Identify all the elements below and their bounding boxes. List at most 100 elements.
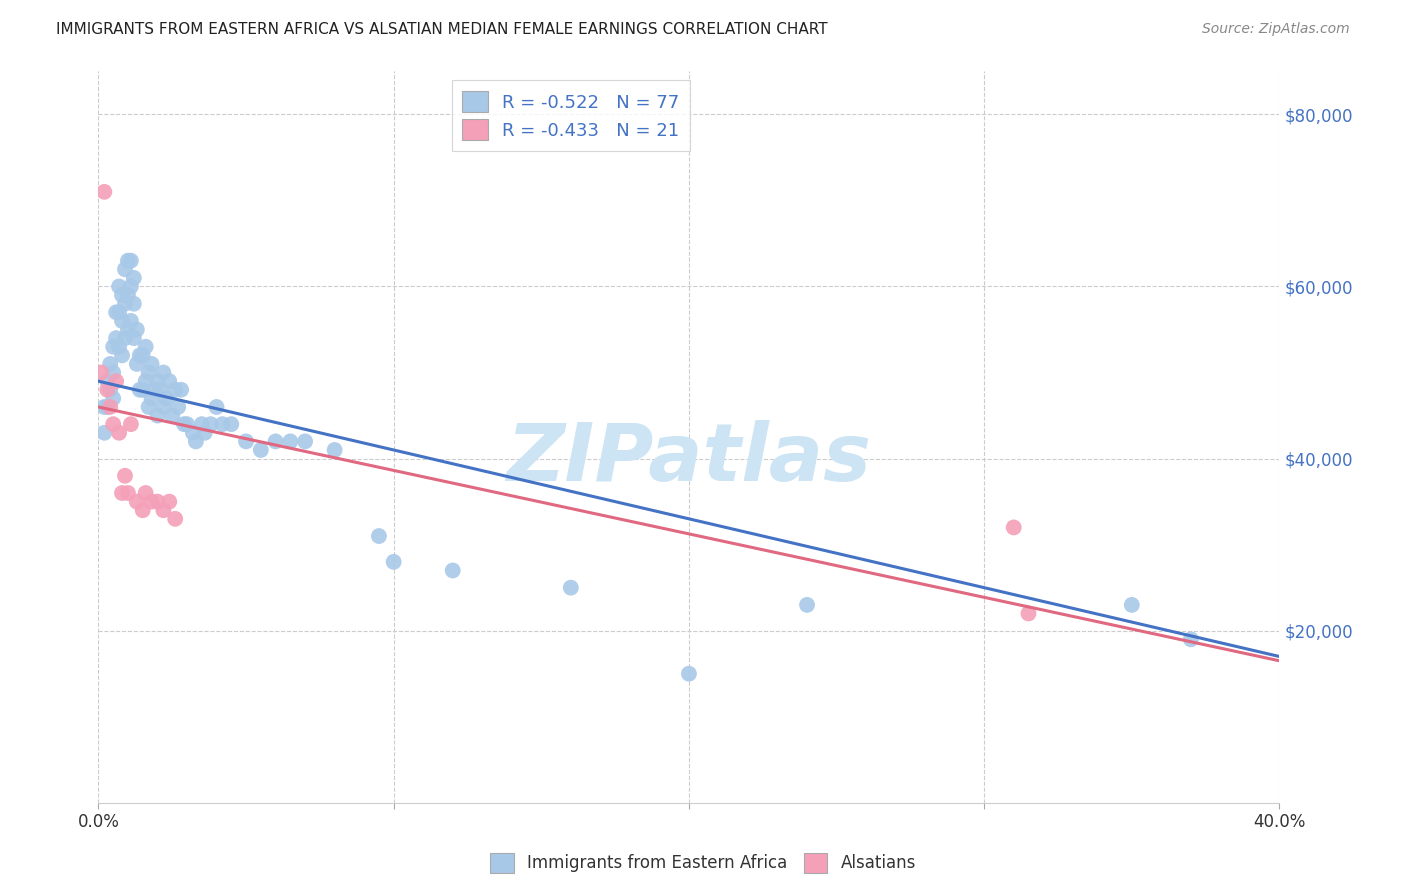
Point [235,434,257,449]
Point [250,442,273,457]
Point [138,366,160,380]
Point [184,434,207,449]
Point [105,331,128,345]
Point [117,253,139,268]
Point [108,425,131,440]
Point [135,374,157,388]
Point [149,383,172,397]
Point [191,417,214,432]
Point [111,486,134,500]
Point [105,374,128,388]
Point [98,383,121,397]
Point [120,314,142,328]
Point [120,253,142,268]
Point [93,425,115,440]
Point [167,400,190,414]
Legend: R = -0.522   N = 77, R = -0.433   N = 21: R = -0.522 N = 77, R = -0.433 N = 21 [451,80,690,151]
Point [125,322,148,336]
Point [132,503,155,517]
Point [162,409,183,423]
Point [560,581,582,595]
Point [138,400,160,414]
Point [1180,632,1202,647]
Point [200,417,222,432]
Point [135,486,157,500]
Point [117,288,139,302]
Text: Source: ZipAtlas.com: Source: ZipAtlas.com [1202,22,1350,37]
Point [103,392,125,406]
Point [146,409,169,423]
Point [93,400,115,414]
Point [165,383,187,397]
Point [205,400,228,414]
Point [108,279,131,293]
Point [211,417,233,432]
Point [120,279,142,293]
Point [108,340,131,354]
Point [368,529,391,543]
Text: IMMIGRANTS FROM EASTERN AFRICA VS ALSATIAN MEDIAN FEMALE EARNINGS CORRELATION CH: IMMIGRANTS FROM EASTERN AFRICA VS ALSATI… [56,22,828,37]
Point [323,442,346,457]
Point [128,383,150,397]
Point [157,494,180,508]
Point [157,374,180,388]
Point [111,314,134,328]
Point [1017,607,1039,621]
Point [278,434,302,449]
Point [176,417,198,432]
Point [114,331,136,345]
Point [796,598,818,612]
Point [132,348,155,362]
Point [96,383,118,397]
Point [170,383,193,397]
Point [128,348,150,362]
Point [90,366,112,380]
Point [103,340,125,354]
Point [152,366,174,380]
Point [1002,520,1025,534]
Point [114,262,136,277]
Point [120,417,142,432]
Point [146,374,169,388]
Point [143,383,166,397]
Point [141,494,163,508]
Point [96,400,118,414]
Point [678,666,700,681]
Point [105,305,128,319]
Point [98,357,121,371]
Point [141,392,163,406]
Point [103,366,125,380]
Point [141,357,163,371]
Point [294,434,316,449]
Point [111,288,134,302]
Point [114,468,136,483]
Point [173,417,195,432]
Point [132,383,155,397]
Point [146,494,169,508]
Text: ZIPatlas: ZIPatlas [506,420,872,498]
Point [152,400,174,414]
Point [117,322,139,336]
Point [122,271,145,285]
Point [125,357,148,371]
Point [108,305,131,319]
Point [165,512,187,526]
Point [382,555,405,569]
Point [441,564,464,578]
Point [219,417,242,432]
Point [155,392,177,406]
Point [103,417,125,432]
Point [98,400,121,414]
Point [122,331,145,345]
Point [1121,598,1143,612]
Point [125,494,148,508]
Point [135,340,157,354]
Point [93,185,115,199]
Point [194,425,217,440]
Legend: Immigrants from Eastern Africa, Alsatians: Immigrants from Eastern Africa, Alsatian… [484,847,922,880]
Point [96,374,118,388]
Point [111,348,134,362]
Point [114,296,136,310]
Point [181,425,204,440]
Point [264,434,287,449]
